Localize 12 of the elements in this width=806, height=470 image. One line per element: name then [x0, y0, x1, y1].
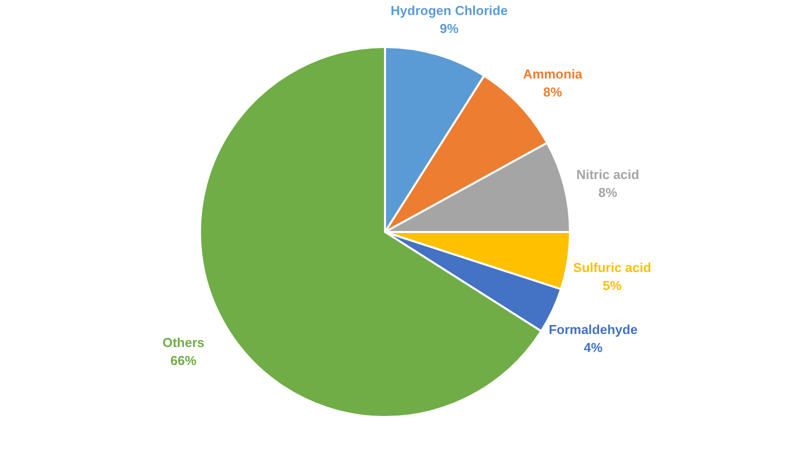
- slice-label: Formaldehyde: [548, 322, 638, 337]
- slice-label: Sulfuric acid: [573, 260, 652, 275]
- data-label: 8%: [543, 84, 562, 100]
- slice-label: Others: [162, 334, 204, 350]
- data-label: 8%: [598, 184, 618, 200]
- data-label: 4%: [584, 340, 603, 355]
- data-label: 9%: [440, 21, 459, 36]
- slice-label: Nitric acid: [576, 166, 640, 182]
- data-label: 5%: [602, 278, 622, 293]
- slice-label: Ammonia: [523, 66, 584, 82]
- slice-label: Hydrogen Chloride: [390, 3, 508, 18]
- data-label: 66%: [170, 352, 197, 368]
